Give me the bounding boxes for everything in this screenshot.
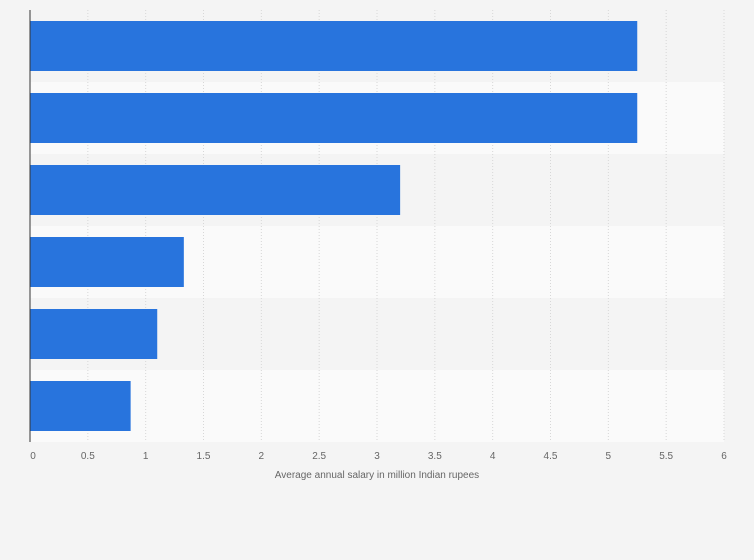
x-tick-label: 5 <box>606 451 612 462</box>
x-tick-label: 1.5 <box>197 451 211 462</box>
x-tick-label: 6 <box>721 451 727 462</box>
x-axis-title: Average annual salary in million Indian … <box>275 470 479 481</box>
bar[interactable] <box>30 93 638 143</box>
x-tick-label: 3 <box>374 451 380 462</box>
x-tick-label: 2 <box>259 451 265 462</box>
x-tick-label: 0.5 <box>81 451 95 462</box>
bar[interactable] <box>30 237 184 287</box>
x-tick-label: 4 <box>490 451 496 462</box>
x-tick-label: 1 <box>143 451 149 462</box>
x-axis-ticks: 0 0.5 1 1.5 2 2.5 3 3.5 4 4.5 5 5.5 6 <box>30 451 727 462</box>
x-tick-label: 2.5 <box>312 451 326 462</box>
gridlines <box>87 10 725 442</box>
x-tick-label: 5.5 <box>659 451 673 462</box>
bar[interactable] <box>30 21 638 71</box>
x-tick-label: 4.5 <box>544 451 558 462</box>
bar[interactable] <box>30 165 401 215</box>
bar[interactable] <box>30 309 158 359</box>
x-tick-label: 3.5 <box>428 451 442 462</box>
bars <box>30 21 638 431</box>
x-tick-label: 0 <box>30 451 36 462</box>
bar[interactable] <box>30 381 131 431</box>
